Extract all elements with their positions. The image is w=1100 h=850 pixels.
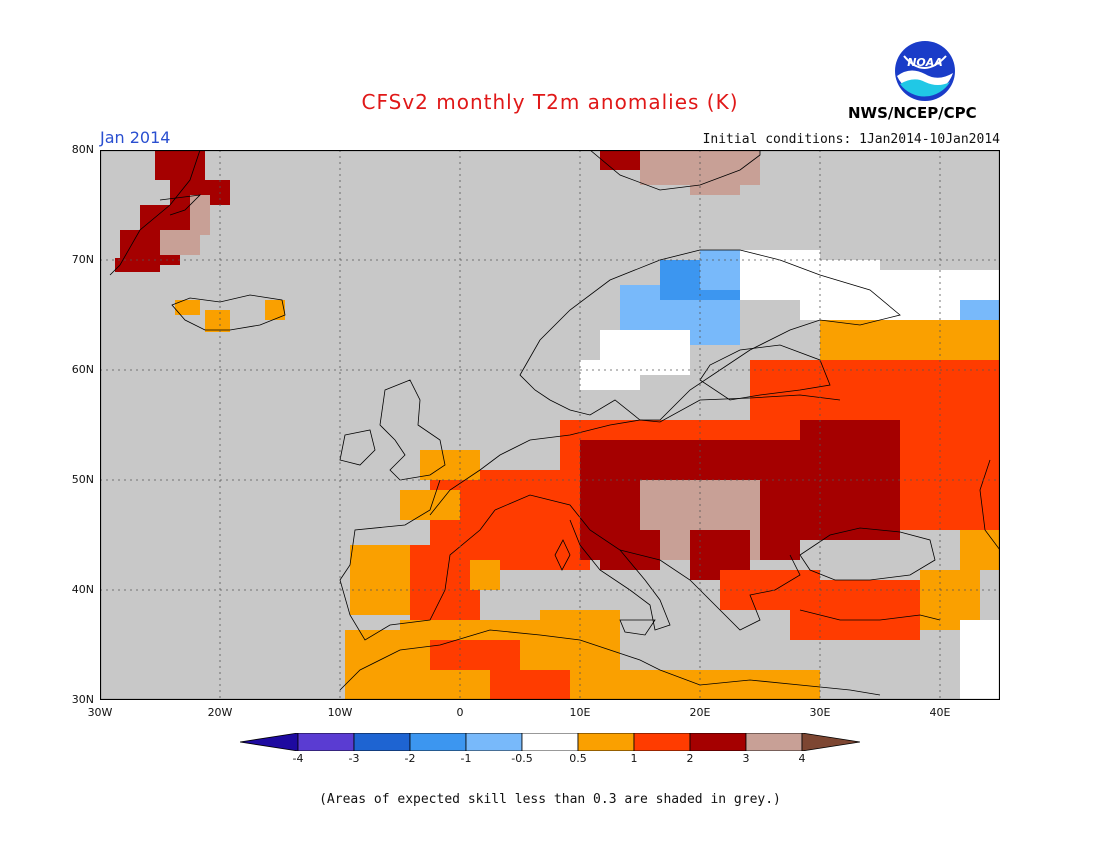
colorbar-segment-05-1 xyxy=(577,733,635,751)
colorbar-segment-m2-m1 xyxy=(409,733,467,751)
lon-label-30e: 30E xyxy=(809,706,831,719)
anomaly-cell xyxy=(160,230,200,255)
lon-label-20w: 20W xyxy=(207,706,233,719)
colorbar-segment-m05-05 xyxy=(521,733,579,751)
anomaly-cell xyxy=(690,180,740,195)
anomaly-cell xyxy=(350,545,410,615)
anomaly-cell xyxy=(345,630,405,700)
colorbar-segment-m4-m3 xyxy=(297,733,355,751)
anomaly-cell xyxy=(580,360,640,390)
forecast-period: Jan 2014 xyxy=(100,128,171,147)
anomaly-cell xyxy=(490,670,570,700)
anomaly-cell xyxy=(175,300,200,315)
lon-label-0: 0 xyxy=(456,706,464,719)
colorbar-label: -2 xyxy=(404,752,416,765)
anomaly-cell xyxy=(400,490,460,520)
anomaly-cell xyxy=(960,620,1000,700)
anomaly-cell xyxy=(430,640,520,670)
colorbar-label: 1 xyxy=(630,752,638,765)
colorbar-label: 2 xyxy=(686,752,694,765)
lat-label-50n: 50N xyxy=(71,473,94,486)
colorbar-segment-1-2 xyxy=(633,733,691,751)
map-title: CFSv2 monthly T2m anomalies (K) xyxy=(361,90,739,114)
anomaly-cell xyxy=(620,670,820,700)
colorbar-segment-m1-m05 xyxy=(465,733,523,751)
colorbar-label: -1 xyxy=(460,752,472,765)
map-frame xyxy=(100,150,1000,700)
anomaly-cell xyxy=(265,300,285,320)
colorbar-label: -4 xyxy=(292,752,304,765)
lon-label-10e: 10E xyxy=(569,706,591,719)
agency-label: NWS/NCEP/CPC xyxy=(848,104,977,122)
skill-footnote: (Areas of expected skill less than 0.3 a… xyxy=(319,792,781,807)
colorbar-label: 0.5 xyxy=(569,752,587,765)
lat-label-80n: 80N xyxy=(71,143,94,156)
colorbar-segment-m3-m2 xyxy=(353,733,411,751)
colorbar-segment-2-3 xyxy=(689,733,747,751)
anomaly-cell xyxy=(960,530,1000,570)
anomaly-cell xyxy=(470,560,500,590)
anomaly-cell xyxy=(820,370,1000,410)
noaa-logo: NOAA xyxy=(895,41,955,101)
lon-label-30w: 30W xyxy=(87,706,113,719)
colorbar-label: 3 xyxy=(742,752,750,765)
initial-conditions-label: Initial conditions: 1Jan2014-10Jan2014 xyxy=(702,132,1000,147)
colorbar-segment-below-m4 xyxy=(240,733,299,751)
lat-label-40n: 40N xyxy=(71,583,94,596)
colorbar xyxy=(240,733,860,751)
anomaly-cell xyxy=(190,195,210,235)
colorbar-label: -3 xyxy=(348,752,360,765)
colorbar-segment-3-4 xyxy=(745,733,803,751)
graticule xyxy=(100,150,1000,700)
colorbar-segment-above-4 xyxy=(801,733,860,751)
colorbar-label: 4 xyxy=(798,752,806,765)
anomaly-cells xyxy=(115,150,1000,700)
anomaly-cell xyxy=(820,320,1000,365)
svg-text:NOAA: NOAA xyxy=(907,56,943,69)
anomaly-map xyxy=(100,150,1000,700)
anomaly-cell xyxy=(205,310,230,332)
anomaly-cell xyxy=(600,530,660,570)
anomaly-cell xyxy=(640,150,760,185)
lon-label-20e: 20E xyxy=(689,706,711,719)
colorbar-label: -0.5 xyxy=(511,752,533,765)
anomaly-cell xyxy=(155,150,205,180)
lat-label-60n: 60N xyxy=(71,363,94,376)
anomaly-cell xyxy=(115,258,160,272)
anomaly-cell xyxy=(600,150,640,170)
lon-label-40e: 40E xyxy=(929,706,951,719)
anomaly-cell xyxy=(790,580,920,640)
lon-label-10w: 10W xyxy=(327,706,353,719)
lat-label-70n: 70N xyxy=(71,253,94,266)
lat-label-30n: 30N xyxy=(71,693,94,706)
